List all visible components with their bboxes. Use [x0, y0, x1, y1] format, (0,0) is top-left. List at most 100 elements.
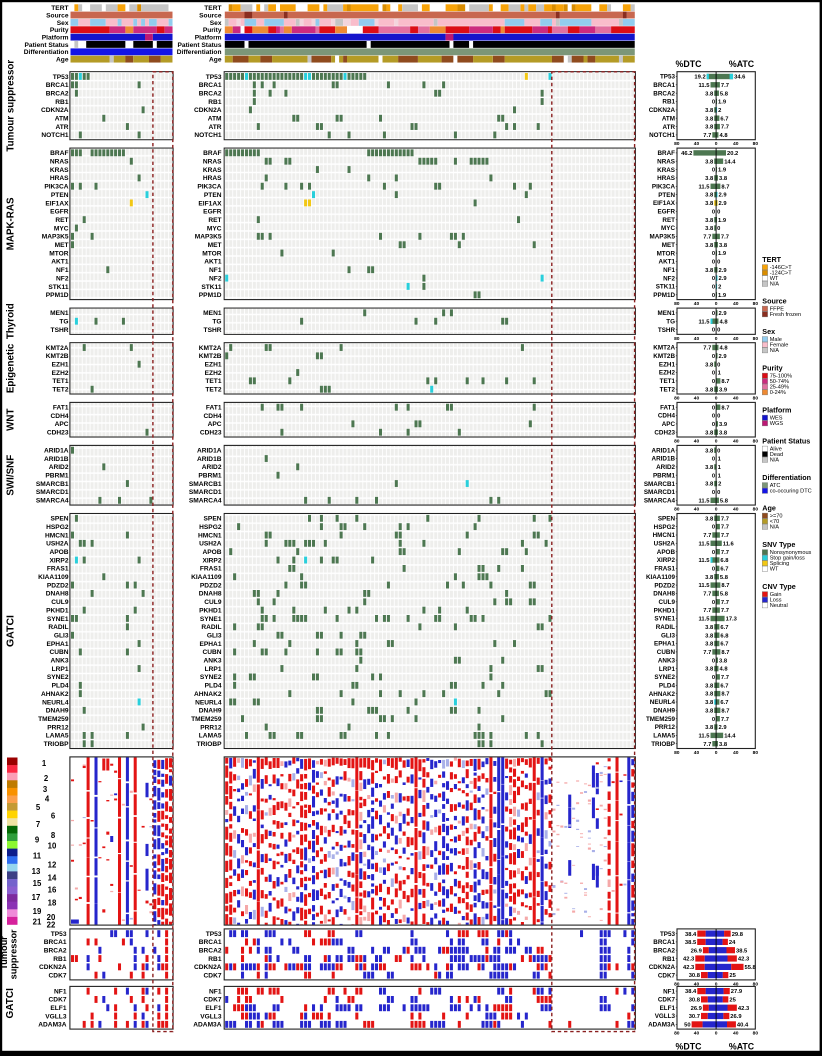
- svg-text:0-24%: 0-24%: [770, 390, 786, 396]
- svg-text:6.7: 6.7: [720, 625, 728, 631]
- svg-text:TET2: TET2: [205, 387, 221, 394]
- svg-text:NOTCH1: NOTCH1: [41, 132, 68, 139]
- svg-text:SMARCD1: SMARCD1: [189, 489, 222, 496]
- svg-text:Loss: Loss: [770, 598, 782, 604]
- svg-text:7.7: 7.7: [721, 675, 729, 681]
- svg-text:40: 40: [733, 141, 739, 147]
- svg-text:80: 80: [753, 1031, 759, 1037]
- svg-text:3.8: 3.8: [705, 683, 714, 689]
- svg-text:3.8: 3.8: [719, 742, 728, 748]
- svg-text:NF1: NF1: [663, 267, 675, 274]
- svg-text:CDKN2A: CDKN2A: [39, 964, 67, 971]
- svg-text:0: 0: [712, 379, 715, 385]
- svg-text:40: 40: [694, 981, 700, 987]
- svg-text:80: 80: [674, 1031, 680, 1037]
- svg-text:TP53: TP53: [53, 74, 69, 81]
- svg-text:TP53: TP53: [206, 74, 222, 81]
- svg-text:3.8: 3.8: [705, 226, 714, 232]
- svg-text:11.5: 11.5: [699, 558, 711, 564]
- svg-text:40: 40: [733, 301, 739, 307]
- svg-text:CDH23: CDH23: [47, 430, 69, 437]
- svg-text:MEN1: MEN1: [658, 310, 676, 317]
- svg-text:KMT2B: KMT2B: [199, 353, 222, 360]
- svg-text:NF1: NF1: [56, 267, 69, 274]
- svg-text:TP53: TP53: [206, 931, 222, 938]
- svg-text:XIRP2: XIRP2: [49, 557, 68, 564]
- svg-text:EZH2: EZH2: [205, 370, 222, 377]
- svg-text:Stop gain/loss: Stop gain/loss: [770, 556, 805, 562]
- svg-text:Source: Source: [199, 12, 222, 19]
- svg-text:5.8: 5.8: [720, 592, 729, 598]
- svg-text:40: 40: [733, 1031, 739, 1037]
- svg-text:7.7: 7.7: [703, 235, 711, 241]
- svg-text:MTOR: MTOR: [202, 250, 222, 257]
- svg-text:SYNE2: SYNE2: [47, 674, 69, 681]
- svg-text:ELF1: ELF1: [205, 1005, 221, 1012]
- svg-text:80: 80: [674, 336, 680, 342]
- svg-text:1: 1: [718, 371, 722, 377]
- svg-text:TP53: TP53: [51, 931, 67, 938]
- svg-text:3.8: 3.8: [705, 159, 714, 165]
- svg-text:PKHD1: PKHD1: [654, 607, 676, 614]
- svg-text:1: 1: [718, 457, 722, 463]
- svg-text:11.6: 11.6: [723, 541, 735, 547]
- svg-text:0: 0: [717, 448, 720, 454]
- svg-text:2: 2: [718, 108, 721, 114]
- svg-text:SMARCB1: SMARCB1: [36, 481, 69, 488]
- svg-text:MEN1: MEN1: [50, 310, 69, 317]
- svg-text:0: 0: [717, 414, 720, 420]
- svg-text:WNT: WNT: [6, 409, 17, 431]
- svg-text:40: 40: [733, 750, 739, 756]
- svg-text:MYC: MYC: [661, 225, 675, 232]
- svg-text:LAMA5: LAMA5: [653, 733, 675, 740]
- svg-text:CDK7: CDK7: [204, 972, 222, 979]
- svg-text:6.8: 6.8: [720, 558, 729, 564]
- svg-text:38.5: 38.5: [736, 948, 748, 954]
- svg-text:RADIL: RADIL: [201, 624, 221, 631]
- svg-text:80: 80: [753, 438, 759, 444]
- svg-text:3.8: 3.8: [705, 725, 714, 731]
- svg-text:42.3: 42.3: [683, 957, 695, 963]
- svg-text:2.9: 2.9: [719, 311, 728, 317]
- svg-text:USH2A: USH2A: [199, 541, 222, 548]
- svg-text:0: 0: [712, 675, 715, 681]
- svg-text:Sex: Sex: [57, 20, 69, 27]
- svg-text:ATR: ATR: [208, 124, 221, 131]
- svg-text:MYC: MYC: [207, 225, 222, 232]
- svg-text:BRAF: BRAF: [203, 150, 221, 157]
- svg-text:6.7: 6.7: [720, 700, 728, 706]
- svg-text:0: 0: [712, 600, 715, 606]
- svg-text:TET1: TET1: [205, 378, 221, 385]
- svg-text:EPHA1: EPHA1: [654, 641, 675, 648]
- svg-text:38.5: 38.5: [685, 940, 697, 946]
- svg-text:PIK3CA: PIK3CA: [197, 184, 221, 191]
- svg-text:HSPG2: HSPG2: [46, 524, 69, 531]
- svg-text:SMARCD1: SMARCD1: [36, 489, 69, 496]
- svg-text:PKHD1: PKHD1: [199, 607, 222, 614]
- svg-text:4.8: 4.8: [720, 133, 729, 139]
- svg-text:3.8: 3.8: [719, 176, 728, 182]
- svg-text:BRCA2: BRCA2: [653, 948, 675, 955]
- svg-text:CDK7: CDK7: [49, 972, 67, 979]
- svg-text:DNAH9: DNAH9: [653, 708, 675, 715]
- svg-text:EZH2: EZH2: [659, 370, 676, 377]
- svg-text:BRCA1: BRCA1: [46, 82, 69, 89]
- svg-text:TRIOBP: TRIOBP: [44, 741, 70, 748]
- svg-text:40: 40: [694, 141, 700, 147]
- svg-text:BRCA2: BRCA2: [199, 91, 222, 98]
- svg-text:0: 0: [715, 981, 718, 987]
- svg-text:29.8: 29.8: [732, 932, 744, 938]
- svg-text:4.8: 4.8: [720, 667, 729, 673]
- svg-text:CDH23: CDH23: [654, 429, 675, 436]
- svg-text:SMARCD1: SMARCD1: [644, 489, 676, 496]
- svg-text:3.8: 3.8: [705, 448, 714, 454]
- svg-text:3.8: 3.8: [705, 465, 714, 471]
- svg-text:GATCI: GATCI: [5, 615, 17, 647]
- svg-text:0: 0: [715, 395, 718, 401]
- svg-text:CUL9: CUL9: [659, 599, 676, 606]
- svg-text:DNAH9: DNAH9: [46, 708, 69, 715]
- svg-text:PIK3CA: PIK3CA: [44, 184, 68, 191]
- svg-text:4.8: 4.8: [720, 319, 729, 325]
- svg-text:80: 80: [753, 506, 759, 512]
- svg-text:HMCN1: HMCN1: [198, 532, 222, 539]
